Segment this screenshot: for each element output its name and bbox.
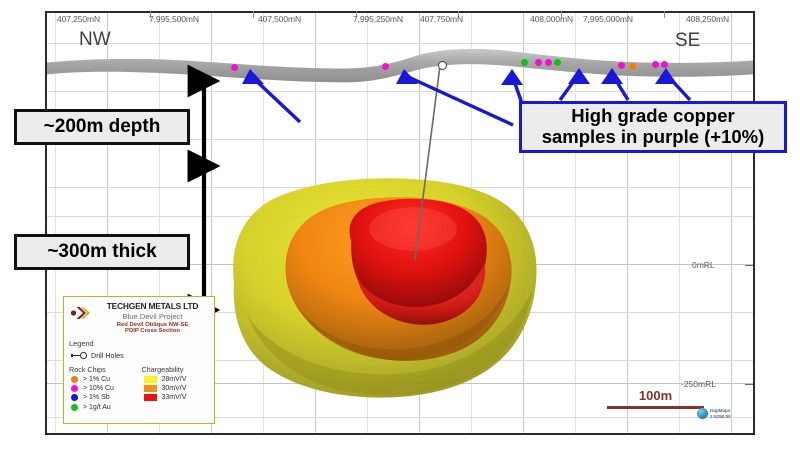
legend-item: > 1% Sb	[69, 394, 137, 402]
axis-tick-label: 407,750mN	[420, 14, 464, 24]
watermark-scale: 1:6250.00	[710, 413, 731, 419]
legend-item: > 10% Cu	[69, 385, 137, 393]
axis-tick-label: 407,500mN	[258, 14, 302, 24]
rl-label-0: 0mRL	[692, 260, 715, 270]
annotation-thickness: ~300m thick	[14, 234, 190, 270]
sample-dot	[554, 59, 561, 66]
sample-dot	[652, 61, 659, 68]
legend-item-label: > 1% Cu	[83, 376, 111, 383]
axis-tick-label: 408,250mN	[686, 14, 730, 24]
copper-note-line-2: samples in purple (+10%)	[541, 126, 765, 147]
sample-dot	[629, 63, 636, 70]
legend-item-label: > 1% Sb	[83, 394, 110, 402]
swatch-rect	[143, 385, 157, 393]
legend-heading: Legend	[69, 338, 94, 348]
swatch-rect	[143, 394, 157, 402]
techgen-logo-icon	[70, 307, 90, 319]
legend-item: > 1g/t Au	[69, 403, 137, 411]
watermark-name: DigiMaps	[710, 408, 731, 414]
direction-label-nw: NW	[79, 29, 111, 50]
legend-rock-chips-column: Rock Chips > 1% Cu > 10% Cu > 1% Sb > 1g…	[69, 365, 137, 413]
legend-item: 30mV/V	[142, 385, 210, 393]
axis-tick-label: 407,250mN	[57, 14, 101, 24]
legend-item-label: 28mV/V	[161, 376, 187, 383]
legend-drill-holes-row: Drill Holes	[69, 351, 209, 360]
drill-hole-collar	[438, 61, 447, 70]
legend-rock-chips-heading: Rock Chips	[69, 364, 106, 374]
sample-dot	[618, 62, 625, 69]
legend-section-line-2: PDIP Cross Section	[125, 327, 180, 334]
axis-tick-label: 7,995,250mN	[353, 14, 403, 24]
sample-dot	[535, 59, 542, 66]
copper-note-line-1: High grade copper	[571, 105, 735, 127]
legend-drill-holes-label: Drill Holes	[91, 350, 124, 360]
annotation-depth: ~200m depth	[14, 109, 190, 145]
top-axis-labels: 407,250mN 7,995,500mN 407,500mN 7,995,25…	[45, 11, 755, 29]
swatch-dot	[71, 385, 78, 393]
swatch-rect	[143, 376, 157, 383]
legend-item-label: > 1g/t Au	[83, 403, 111, 411]
digimaps-watermark: DigiMaps 1:6250.00	[697, 408, 731, 419]
axis-tick-label: 7,995,500mN	[149, 14, 199, 24]
scalebar-label: 100m	[638, 388, 673, 403]
swatch-dot	[71, 394, 78, 402]
legend-chargeability-column: Chargeability 28mV/V 30mV/V 33mV/V	[137, 365, 210, 413]
annotation-copper-note: High grade copper samples in purple (+10…	[519, 101, 787, 153]
legend-section-line-1: Red Devil Oblique NW-SE	[116, 321, 189, 328]
direction-label-se: SE	[675, 30, 701, 51]
axis-tick-label: 408,000mN	[530, 14, 574, 24]
topography-surface	[47, 48, 753, 83]
orebody-shells	[233, 67, 537, 398]
sample-dot	[661, 61, 668, 68]
swatch-dot	[71, 376, 78, 383]
legend-item-label: 30mV/V	[161, 385, 187, 393]
drill-hole-icon	[71, 351, 88, 359]
rl-label-250: -250mRL	[681, 379, 716, 389]
swatch-dot	[71, 403, 78, 411]
globe-icon	[697, 408, 708, 419]
legend-panel: TECHGEN METALS LTD Blue Devil Project Re…	[63, 296, 215, 424]
legend-item-label: > 10% Cu	[83, 385, 114, 393]
legend-item-label: 33mV/V	[161, 394, 187, 402]
legend-project-name: Blue Devil Project	[122, 311, 183, 321]
sample-dot	[545, 59, 552, 66]
legend-chargeability-heading: Chargeability	[141, 364, 184, 374]
axis-tick-label: 7,995,000mN	[583, 14, 633, 24]
sample-dot	[521, 59, 528, 66]
legend-company-name: TECHGEN METALS LTD	[106, 301, 199, 311]
scalebar-line	[607, 406, 704, 409]
legend-item: 28mV/V	[142, 376, 210, 383]
sample-dot	[231, 64, 238, 71]
legend-item: 33mV/V	[142, 394, 210, 402]
sample-dot	[382, 63, 389, 70]
legend-item: > 1% Cu	[69, 376, 137, 383]
